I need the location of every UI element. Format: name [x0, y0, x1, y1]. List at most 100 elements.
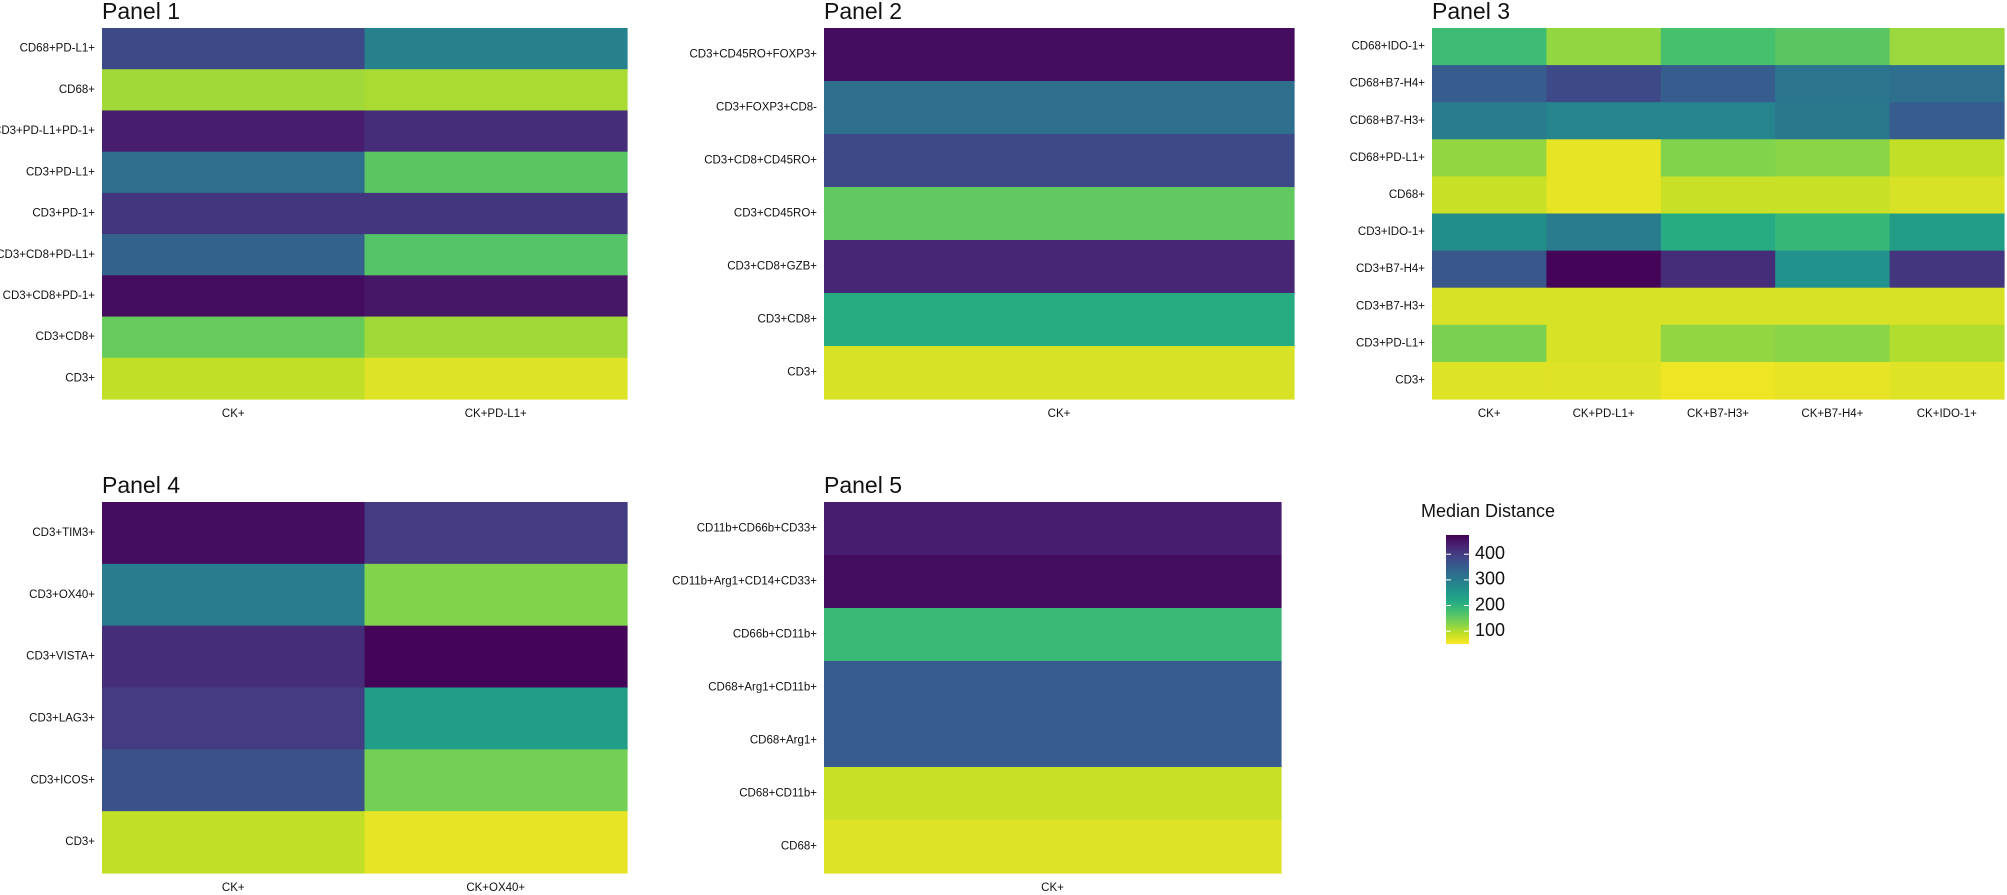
heat-cell [1889, 361, 2005, 400]
heat-cell [824, 661, 1282, 715]
heat-cell [1889, 102, 2005, 140]
heat-cell [364, 563, 628, 627]
heat-cell [364, 502, 628, 565]
colorbar-tick-label: 100 [1475, 620, 1505, 640]
y-tick-label: CD68+ [1389, 189, 1425, 201]
y-tick-label: CD68+IDO-1+ [1351, 41, 1425, 53]
y-tick-label: CD68+Arg1+ [750, 735, 817, 747]
heat-cell [1660, 250, 1776, 289]
heat-cell [1660, 287, 1776, 326]
heat-cell [1775, 28, 1891, 66]
heat-cell [364, 28, 628, 70]
y-tick-label: CD3+CD8+PD-L1+ [0, 249, 95, 261]
heat-cell [1889, 213, 2005, 252]
heat-cell [102, 151, 366, 194]
y-tick-label: CD11b+Arg1+CD14+CD33+ [672, 576, 817, 588]
y-tick-label: CD3+CD8+ [758, 314, 818, 326]
heat-cell [1775, 102, 1891, 140]
heat-cell [1775, 139, 1891, 177]
colorbar-tick-label: 300 [1475, 569, 1505, 589]
y-tick-label: CD3+PD-L1+PD-1+ [0, 125, 95, 137]
x-tick-label: CK+PD-L1+ [465, 408, 527, 420]
heat-cell [1889, 139, 2005, 177]
y-tick-label: CD3+TIM3+ [32, 527, 95, 539]
heat-cell [1775, 324, 1891, 363]
y-tick-label: CD3+PD-L1+ [26, 166, 95, 178]
heat-cell [1775, 361, 1891, 400]
panel-title: Panel 2 [824, 0, 902, 24]
y-tick-label: CD3+ [787, 367, 817, 379]
heat-cell [824, 820, 1282, 874]
panel-title: Panel 5 [824, 472, 902, 498]
y-tick-label: CD3+VISTA+ [26, 651, 95, 663]
heat-cell [364, 275, 628, 318]
y-tick-label: CD3+ [1395, 374, 1425, 386]
heat-cell [102, 502, 366, 565]
heat-cell [364, 192, 628, 235]
heat-cell [1660, 361, 1776, 400]
heat-cell [1660, 139, 1776, 177]
heat-cell [824, 293, 1295, 347]
heat-cell [102, 316, 366, 359]
heat-cell [1432, 250, 1547, 289]
heat-cell [102, 69, 366, 112]
colorbar [1446, 535, 1469, 644]
heat-cell [1546, 176, 1662, 215]
x-tick-label: CK+ [222, 882, 245, 894]
y-tick-label: CD3+ [65, 836, 95, 848]
x-tick-label: CK+ [1041, 882, 1064, 894]
y-tick-label: CD68+Arg1+CD11b+ [708, 682, 817, 694]
heat-cell [102, 687, 366, 750]
heat-cell [824, 502, 1282, 556]
heat-cell [1775, 250, 1891, 289]
heat-cell [824, 81, 1295, 135]
heat-cell [1889, 28, 2005, 66]
y-tick-label: CD3+LAG3+ [29, 712, 95, 724]
colorbar-tick-label: 400 [1475, 543, 1505, 563]
y-tick-label: CD3+CD8+GZB+ [727, 261, 817, 273]
heat-cell [102, 234, 366, 276]
heat-cell [1889, 176, 2005, 215]
panel-title: Panel 4 [102, 472, 180, 498]
heat-cell [1660, 176, 1776, 215]
heat-cell [1660, 324, 1776, 363]
y-tick-label: CD11b+CD66b+CD33+ [697, 523, 818, 535]
y-tick-label: CD3+ICOS+ [30, 774, 95, 786]
heat-cell [1775, 176, 1891, 215]
heat-cell [364, 811, 628, 874]
y-tick-label: CD68+PD-L1+ [1350, 152, 1426, 164]
heat-cell [102, 275, 366, 318]
x-tick-label: CK+B7-H4+ [1801, 408, 1863, 420]
heat-cell [1432, 213, 1547, 252]
y-tick-label: CD68+PD-L1+ [20, 43, 96, 55]
heat-cell [1546, 213, 1662, 252]
y-tick-label: CD3+B7-H3+ [1356, 300, 1425, 312]
heat-cell [102, 811, 366, 874]
heat-cell [1546, 139, 1662, 177]
heat-cell [824, 346, 1295, 400]
x-tick-label: CK+B7-H3+ [1687, 408, 1749, 420]
heat-cell [1889, 287, 2005, 326]
heat-cell [1775, 65, 1891, 103]
heat-cell [1660, 28, 1776, 66]
y-tick-label: CD3+IDO-1+ [1358, 226, 1425, 238]
heat-cell [102, 357, 366, 400]
colorbar-title: Median Distance [1421, 501, 1555, 521]
heat-cell [364, 357, 628, 400]
y-tick-label: CD68+B7-H4+ [1350, 78, 1426, 90]
heat-cell [1775, 287, 1891, 326]
y-tick-label: CD68+ [781, 841, 817, 853]
x-tick-label: CK+IDO-1+ [1917, 408, 1977, 420]
heat-cell [1889, 324, 2005, 363]
heat-cell [1889, 65, 2005, 103]
heat-cell [1546, 324, 1662, 363]
panel-title: Panel 3 [1432, 0, 1510, 24]
y-tick-label: CD3+PD-1+ [32, 208, 95, 220]
heat-cell [824, 555, 1282, 609]
heat-cell [1660, 65, 1776, 103]
heat-cell [824, 767, 1282, 821]
x-tick-label: CK+ [222, 408, 245, 420]
heat-cell [364, 687, 628, 750]
heat-cell [102, 110, 366, 153]
